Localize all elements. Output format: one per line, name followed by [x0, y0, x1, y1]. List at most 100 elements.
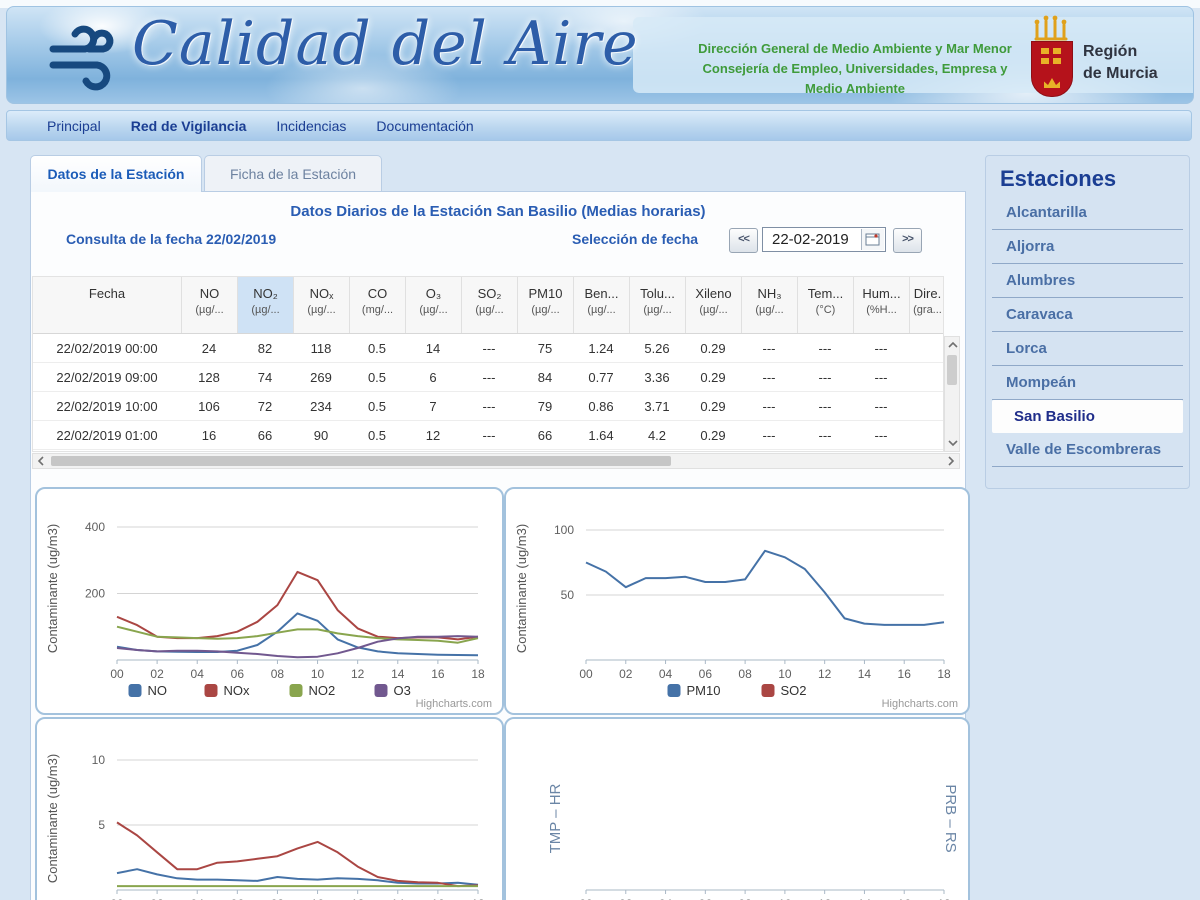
table-vertical-scrollbar[interactable] — [944, 336, 960, 452]
svg-text:400: 400 — [85, 520, 105, 534]
table-cell — [909, 392, 943, 421]
tab-datos-estacion[interactable]: Datos de la Estación — [30, 155, 202, 192]
scroll-up-icon[interactable] — [946, 338, 960, 352]
table-cell: 12 — [405, 421, 461, 450]
chart-pm10-so2: 50 100 00 02 04 06 08 10 12 14 16 18 Contaminante (u… — [504, 487, 970, 715]
table-cell: 58 — [237, 450, 293, 451]
y-axis-title: Contaminante (ug/m3) — [45, 754, 60, 883]
murcia-shield-icon — [1031, 41, 1073, 97]
svg-text:04: 04 — [191, 897, 205, 900]
table-cell — [909, 334, 943, 363]
sidebar-item-alcantarilla[interactable]: Alcantarilla — [992, 196, 1183, 230]
table-cell: --- — [797, 450, 853, 451]
svg-text:00: 00 — [579, 667, 593, 681]
legend-item-so2[interactable]: SO2 — [761, 683, 807, 698]
legend-item-o3[interactable]: O3 — [374, 683, 411, 698]
svg-text:PM10: PM10 — [687, 683, 721, 698]
table-cell: 24 — [181, 334, 237, 363]
tab-ficha-label: Ficha de la Estación — [229, 166, 357, 182]
table-cell: --- — [853, 392, 909, 421]
next-date-button[interactable]: >> — [893, 228, 922, 253]
col-header-o: O₃ (µg/... — [405, 277, 461, 333]
legend-item-no2[interactable]: NO2 — [289, 683, 336, 698]
table-cell: 0.77 — [573, 363, 629, 392]
nav-item-principal[interactable]: Principal — [47, 117, 101, 134]
scroll-right-icon[interactable] — [944, 454, 958, 468]
table-cell: 0.29 — [685, 392, 741, 421]
svg-text:02: 02 — [619, 667, 633, 681]
svg-text:04: 04 — [191, 667, 205, 681]
legend-item-pm10[interactable]: PM10 — [667, 683, 721, 698]
table-cell: 0.99 — [573, 450, 629, 451]
department-text: Dirección General de Medio Ambiente y Ma… — [655, 39, 1055, 99]
scroll-left-icon[interactable] — [34, 454, 48, 468]
svg-text:02: 02 — [150, 667, 164, 681]
sidebar-item-mompeán[interactable]: Mompeán — [992, 366, 1183, 400]
table-cell: --- — [461, 334, 517, 363]
sidebar-item-caravaca[interactable]: Caravaca — [992, 298, 1183, 332]
table-cell: 1.64 — [573, 421, 629, 450]
table-cell: 0.29 — [685, 450, 741, 451]
legend-item-no[interactable]: NO — [128, 683, 168, 698]
table-cell: --- — [461, 450, 517, 451]
date-input[interactable] — [763, 228, 869, 251]
table-cell: 0.86 — [573, 392, 629, 421]
scroll-down-icon[interactable] — [946, 436, 960, 450]
table-cell: 85 — [517, 450, 573, 451]
sidebar-item-valle-de-escombreras[interactable]: Valle de Escombreras — [992, 433, 1183, 467]
table-cell: --- — [741, 363, 797, 392]
crown-icon — [1034, 15, 1068, 41]
table-cell: 22/02/2019 00:00 — [33, 334, 181, 363]
svg-text:06: 06 — [699, 667, 713, 681]
hscroll-thumb[interactable] — [51, 456, 671, 466]
nav-item-incidencias[interactable]: Incidencias — [276, 117, 347, 134]
table-cell: 58 — [181, 450, 237, 451]
svg-text:16: 16 — [431, 897, 445, 900]
svg-text:12: 12 — [818, 897, 832, 900]
svg-text:00: 00 — [579, 897, 593, 900]
table-cell: --- — [797, 392, 853, 421]
prev-date-button[interactable]: << — [729, 228, 758, 253]
table-cell: --- — [853, 421, 909, 450]
table-header-row: Fecha NO (µg/... NO₂ (µg/... NOₓ (µg/... CO (mg/… — [33, 277, 943, 334]
table-cell: 66 — [237, 421, 293, 450]
table-cell: 6 — [405, 363, 461, 392]
vscroll-thumb[interactable] — [947, 355, 957, 385]
sidebar-item-alumbres[interactable]: Alumbres — [992, 264, 1183, 298]
svg-text:02: 02 — [619, 897, 633, 900]
table-cell: --- — [741, 450, 797, 451]
data-table: Fecha NO (µg/... NO₂ (µg/... NOₓ (µg/... CO (mg/… — [32, 276, 944, 452]
table-cell: --- — [797, 334, 853, 363]
sidebar-item-san-basilio[interactable]: San Basilio — [992, 400, 1183, 433]
stations-title: Estaciones — [1000, 166, 1117, 191]
header-banner: Calidad del Aire Dirección General de Me… — [6, 6, 1194, 104]
svg-text:14: 14 — [391, 667, 405, 681]
calendar-button[interactable] — [861, 229, 884, 250]
sidebar-item-aljorra[interactable]: Aljorra — [992, 230, 1183, 264]
col-header-pm10: PM10 (µg/... — [517, 277, 573, 333]
svg-text:5: 5 — [98, 818, 105, 832]
col-header-no: NO₂ (µg/... — [237, 277, 293, 333]
table-cell: 72 — [237, 392, 293, 421]
col-header-tolu: Tolu... (µg/... — [629, 277, 685, 333]
region-name: Región de Murcia — [1083, 41, 1158, 84]
table-cell: 0.29 — [685, 363, 741, 392]
svg-text:12: 12 — [351, 897, 365, 900]
station-list: Alcantarilla Aljorra Alumbres Caravaca Lorca… — [986, 196, 1189, 467]
highcharts-credits[interactable]: Highcharts.com — [882, 698, 958, 710]
svg-text:14: 14 — [858, 667, 872, 681]
tab-ficha-estacion[interactable]: Ficha de la Estación — [204, 155, 382, 192]
col-header-dire: Dire. (gra... — [909, 277, 943, 333]
nav-item-red-de-vigilancia[interactable]: Red de Vigilancia — [130, 117, 247, 134]
sidebar-item-lorca[interactable]: Lorca — [992, 332, 1183, 366]
table-cell: --- — [853, 363, 909, 392]
table-horizontal-scrollbar[interactable] — [32, 453, 960, 469]
table-cell — [909, 450, 943, 451]
col-header-ben: Ben... (µg/... — [573, 277, 629, 333]
highcharts-credits[interactable]: Highcharts.com — [416, 698, 492, 710]
table-cell: 3.36 — [629, 363, 685, 392]
chart-btx: 5 10 00 02 04 06 08 10 12 14 16 18 Contaminante (ug/… — [35, 717, 504, 900]
nav-item-documentación[interactable]: Documentación — [376, 117, 474, 134]
legend-item-nox[interactable]: NOx — [204, 683, 251, 698]
svg-text:00: 00 — [110, 667, 124, 681]
